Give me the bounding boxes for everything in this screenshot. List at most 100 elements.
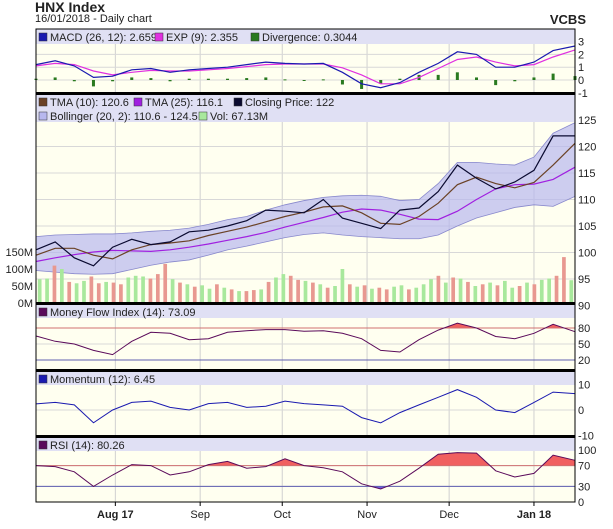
volume-bar (333, 286, 337, 303)
divergence-bar (532, 77, 536, 80)
volume-bar (52, 265, 57, 303)
price-y-tick-label: 95 (578, 274, 590, 286)
price-y-tick-label: 105 (578, 221, 596, 233)
divergence-swatch (250, 32, 260, 42)
volume-bar (347, 284, 352, 303)
volume-bar (407, 289, 411, 303)
closing-price-swatch (233, 97, 243, 107)
tma25-line (35, 166, 576, 263)
volume-bar (170, 279, 175, 303)
macd-y-tick-label: -1 (578, 88, 588, 100)
divergence-bar (187, 78, 191, 80)
divergence-bar (206, 78, 210, 80)
volume-bar (421, 284, 426, 303)
volume-bar (525, 282, 529, 303)
divergence-bar (475, 77, 479, 80)
volume-bar (119, 284, 123, 303)
volume-bar (547, 278, 552, 303)
macd-y-tick-label: 3 (578, 37, 584, 49)
volume-bar (178, 282, 182, 303)
rsi-y-tick-label: 30 (578, 481, 590, 493)
volume-bar (251, 290, 256, 303)
volume-bar (399, 285, 404, 303)
volume-bar (480, 284, 485, 303)
volume-bar (96, 283, 101, 303)
volume-bar (126, 277, 131, 303)
closing-price-line (35, 135, 575, 267)
volume-bar (429, 279, 433, 303)
volume-swatch (198, 111, 208, 121)
volume-bar (517, 286, 522, 303)
volume-bar (274, 277, 278, 303)
volume-bar (510, 287, 515, 303)
x-tick-label: Nov (357, 509, 377, 521)
x-tick-label: Aug 17 (97, 509, 134, 521)
volume-bar (155, 274, 160, 303)
volume-bar (495, 285, 500, 303)
tma10-swatch (38, 97, 48, 107)
volume-bar (104, 281, 108, 303)
volume-bar (488, 282, 492, 303)
volume-bar (133, 275, 138, 303)
rsi-overbought-area (36, 452, 575, 466)
momentum-swatch (38, 374, 48, 384)
divergence-bar (149, 78, 153, 80)
mfi-y-tick-label: 20 (578, 355, 590, 367)
rsi-line (35, 452, 576, 490)
price-y-tick-label: 125 (578, 115, 596, 127)
bollinger-legend-label: Bollinger (20, 2): 110.6 - 124.5 (50, 111, 198, 123)
x-tick-label: Jan 18 (517, 509, 551, 521)
volume-bar (288, 275, 293, 303)
volume-bar (215, 284, 219, 303)
mfi-y-tick-label: 50 (578, 339, 590, 351)
volume-tick-label: 50M (12, 281, 33, 293)
volume-bar (370, 288, 374, 303)
bollinger-swatch (38, 111, 48, 121)
divergence-bar (226, 78, 230, 80)
macd-swatch (38, 32, 48, 42)
volume-tick-label: 100M (5, 264, 33, 276)
divergence-bar (53, 77, 57, 80)
volume-bar (466, 281, 470, 303)
volume-bar (222, 287, 227, 303)
rsi-y-tick-label: 100 (578, 445, 596, 457)
rsi-legend-label: RSI (14): 80.26 (50, 440, 125, 452)
brand-label: VCBS (549, 12, 586, 27)
x-tick-label: Sep (190, 509, 210, 521)
volume-bar (384, 289, 389, 303)
closing-price-legend-label: Closing Price: 122 (245, 97, 334, 109)
volume-bar (436, 275, 441, 303)
exp-swatch (154, 32, 164, 42)
volume-tick-label: 0M (18, 298, 33, 310)
price-legend-band (36, 94, 575, 122)
volume-bar (259, 289, 264, 303)
volume-bar (89, 276, 94, 303)
volume-bar (37, 279, 42, 303)
volume-bar (207, 288, 212, 303)
volume-bar (554, 275, 559, 303)
chart-border (35, 28, 576, 503)
macd-y-tick-label: 1 (578, 62, 584, 74)
macd-y-tick-label: 2 (578, 49, 584, 61)
divergence-legend-label: Divergence: 0.3044 (262, 32, 357, 44)
divergence-bar (111, 80, 115, 82)
volume-bar (325, 287, 330, 303)
momentum-y-tick-label: 10 (578, 380, 590, 392)
volume-bar (192, 286, 197, 303)
divergence-bar (455, 72, 459, 80)
exp-legend-label: EXP (9): 2.355 (166, 32, 238, 44)
divergence-bar (302, 80, 306, 81)
price-y-tick-label: 115 (578, 168, 596, 180)
volume-bar (67, 281, 72, 303)
volume-bar (296, 279, 300, 303)
volume-bar (185, 284, 190, 303)
volume-bar (311, 282, 315, 303)
rsi-legend-band (36, 437, 575, 451)
volume-bar (74, 283, 79, 303)
volume-tick-label: 150M (5, 247, 33, 259)
divergence-bar (264, 77, 268, 80)
volume-bar (229, 289, 234, 303)
volume-bar (451, 277, 456, 303)
divergence-bar (436, 74, 440, 80)
